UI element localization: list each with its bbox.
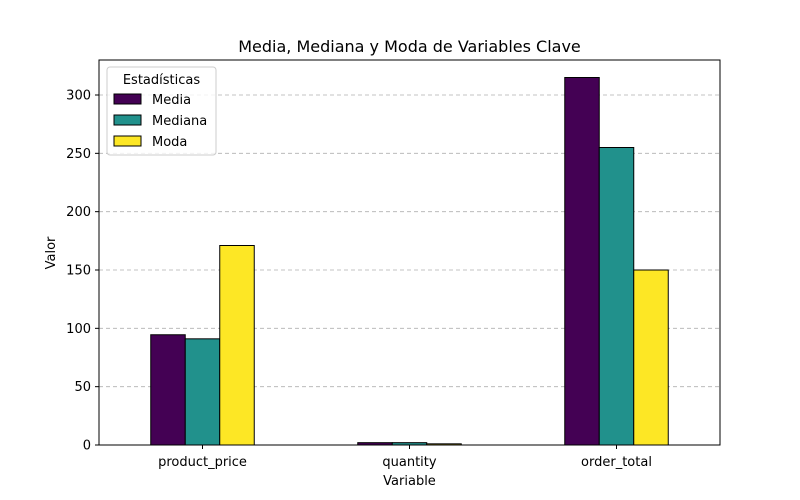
- bar: [184, 338, 221, 446]
- x-axis-label: Variable: [383, 474, 436, 489]
- y-tick-label: 250: [66, 147, 91, 162]
- legend-items: Media Mediana Moda: [113, 93, 207, 150]
- y-tick-label: 0: [83, 439, 91, 454]
- legend-label: Moda: [152, 135, 187, 150]
- bars: [150, 77, 669, 446]
- bar: [598, 147, 635, 446]
- plot-frame: [98, 59, 721, 446]
- x-tick-label: product_price: [158, 455, 247, 470]
- bar: [633, 269, 669, 446]
- y-tick-label: 150: [66, 264, 91, 279]
- y-axis-label: Valor: [44, 236, 59, 269]
- legend: Estadísticas Media Mediana Moda: [106, 66, 217, 156]
- legend-swatch: [113, 93, 142, 105]
- bar: [219, 245, 255, 446]
- bar: [150, 334, 186, 446]
- legend-title: Estadísticas: [123, 73, 201, 88]
- legend-label: Media: [152, 93, 191, 108]
- y-tick-label: 100: [66, 322, 91, 337]
- axes: 0 50 100 150 200 250 300 product_price quantity o…: [66, 59, 721, 470]
- y-tick-label: 300: [66, 89, 91, 104]
- x-tick-label: quantity: [382, 455, 437, 470]
- legend-swatch: [113, 114, 142, 126]
- legend-swatch: [113, 135, 142, 147]
- legend-label: Mediana: [152, 114, 207, 129]
- chart-title: Media, Mediana y Moda de Variables Clave: [238, 37, 581, 56]
- x-tick-label: order_total: [581, 455, 652, 470]
- bar: [564, 77, 600, 446]
- y-tick-label: 200: [66, 205, 91, 220]
- legend-frame: [106, 66, 217, 156]
- y-tick-label: 50: [74, 380, 91, 395]
